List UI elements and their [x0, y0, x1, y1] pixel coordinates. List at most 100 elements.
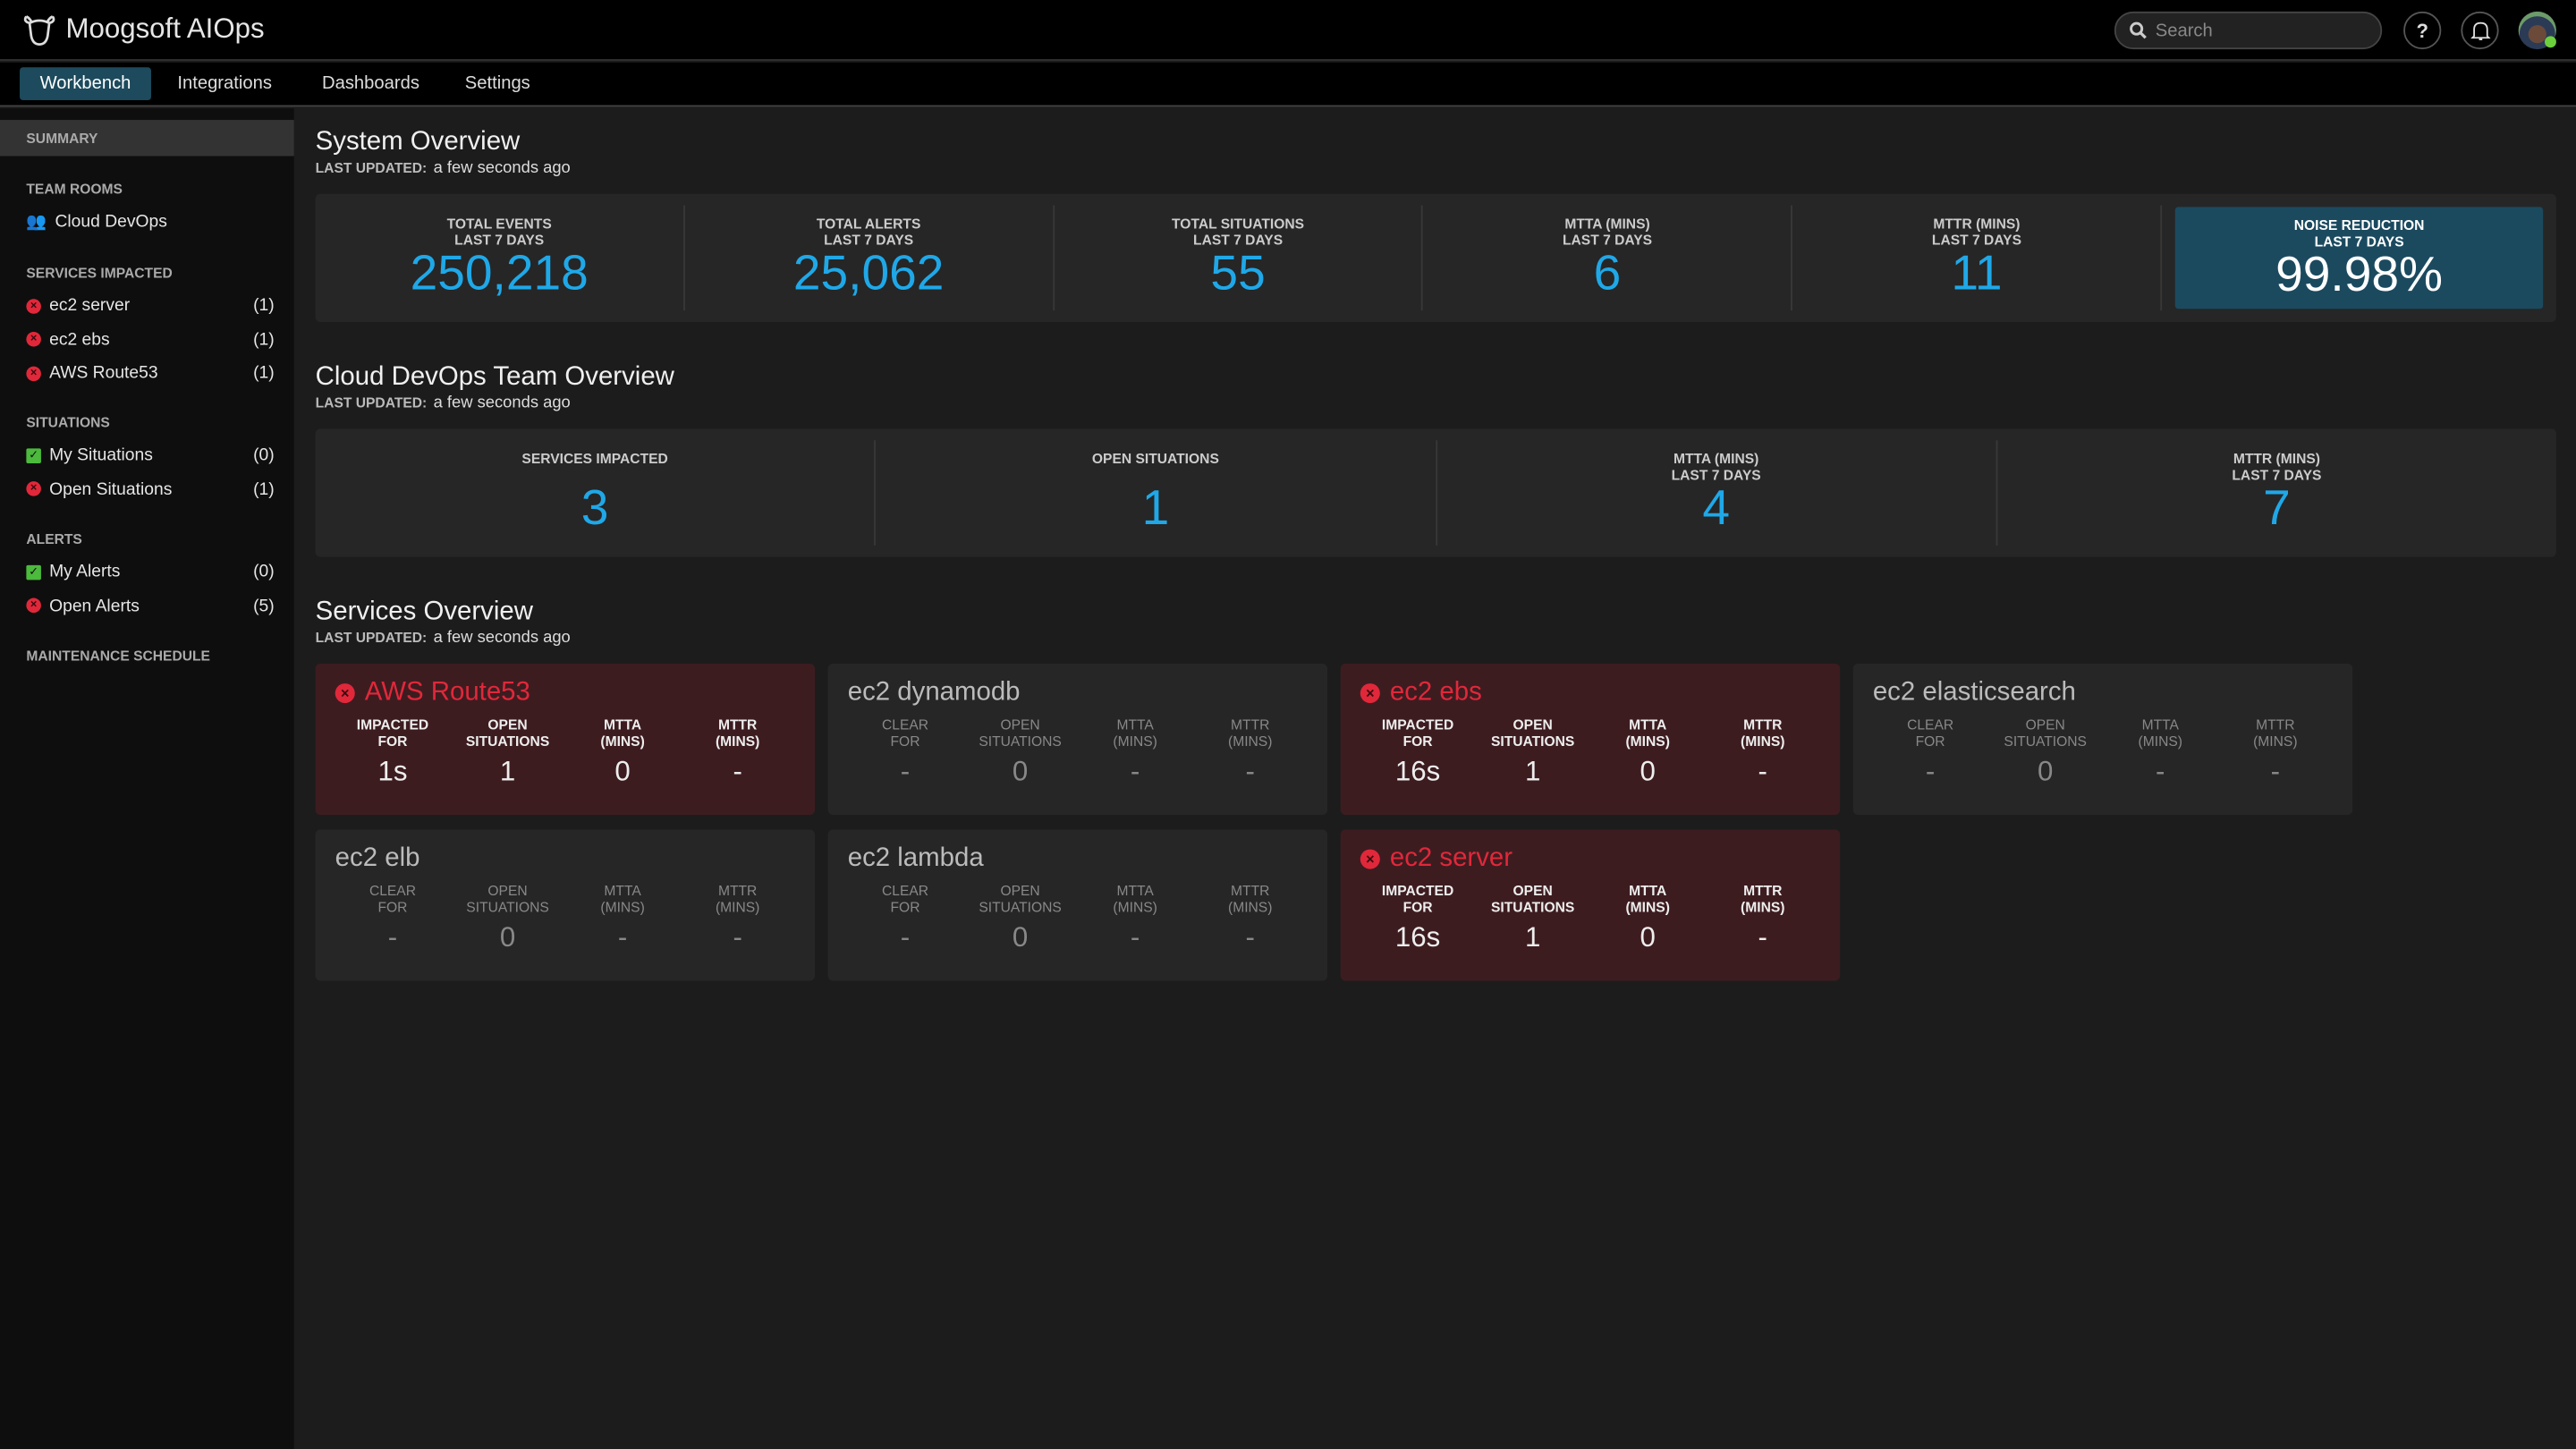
- sidebar-item[interactable]: × Open Alerts (5): [26, 596, 275, 615]
- metric-value: 1: [1524, 755, 1541, 787]
- tab-dashboards[interactable]: Dashboards: [321, 73, 419, 94]
- service-card[interactable]: ec2 dynamodb CLEAR FOR - OPEN SITUATIONS 0 MTTA…: [827, 664, 1328, 816]
- service-metric: MTTR (MINS) -: [2218, 717, 2334, 789]
- sidebar-item-label: My Situations: [49, 445, 153, 465]
- checkbox-icon: ✓: [26, 564, 41, 580]
- stat-label-line1: OPEN SITUATIONS: [1091, 450, 1219, 467]
- sidebar-item[interactable]: × ec2 server (1): [26, 295, 275, 316]
- updated-value: a few seconds ago: [433, 159, 571, 178]
- stat-label: MTTA (MINS) LAST 7 DAYS: [1436, 450, 1996, 483]
- metric-value: -: [617, 921, 628, 953]
- service-card[interactable]: ec2 elb CLEAR FOR - OPEN SITUATIONS 0 MTTA (MINS…: [315, 829, 816, 981]
- service-card[interactable]: × AWS Route53 IMPACTED FOR 1s OPEN SITUATIONS 1…: [315, 664, 816, 816]
- updated-value: a few seconds ago: [433, 394, 571, 413]
- search-box[interactable]: [2114, 11, 2383, 50]
- sidebar-item[interactable]: ✓ My Alerts (0): [26, 562, 275, 582]
- service-card[interactable]: ec2 elasticsearch CLEAR FOR - OPEN SITUATIONS…: [1852, 664, 2353, 816]
- stat-value: 1: [1141, 481, 1170, 536]
- tab-integrations[interactable]: Integrations: [177, 73, 272, 94]
- service-card[interactable]: × ec2 server IMPACTED FOR 16s OPEN SITUATIONS 1…: [1340, 829, 1841, 981]
- sidebar-item[interactable]: ✓ My Situations (0): [26, 445, 275, 465]
- stat-label-line2: LAST 7 DAYS: [454, 231, 545, 249]
- tab-workbench[interactable]: Workbench: [20, 67, 151, 101]
- metric-label-line2: FOR: [1402, 897, 1433, 915]
- stat-label: TOTAL ALERTS LAST 7 DAYS: [685, 216, 1053, 249]
- metric-label-line1: MTTR: [1743, 882, 1783, 899]
- metric-label: MTTR (MINS): [2218, 717, 2334, 751]
- metric-value: 1: [1524, 921, 1541, 953]
- stat-label-line1: TOTAL EVENTS: [446, 215, 552, 232]
- metric-label-line1: OPEN: [1513, 882, 1553, 899]
- metric-label-line2: (MINS): [2253, 732, 2298, 749]
- service-card[interactable]: ec2 lambda CLEAR FOR - OPEN SITUATIONS 0 MTTA (M…: [827, 829, 1328, 981]
- metric-label-line2: FOR: [890, 732, 920, 749]
- service-metric: IMPACTED FOR 16s: [1360, 717, 1476, 789]
- metric-label: OPEN SITUATIONS: [1987, 717, 2103, 751]
- metric-label: MTTA (MINS): [565, 882, 681, 917]
- search-input[interactable]: [2155, 20, 2353, 40]
- metric-value: -: [1130, 755, 1140, 787]
- sidebar-summary[interactable]: SUMMARY: [0, 120, 294, 157]
- sidebar-item[interactable]: × ec2 ebs (1): [26, 329, 275, 349]
- metric-value: -: [387, 921, 398, 953]
- service-metrics: CLEAR FOR - OPEN SITUATIONS 0 MTTA (MINS) - MTTR(…: [848, 716, 1308, 789]
- metric-label-line1: MTTR: [1743, 716, 1783, 733]
- metric-label-line1: IMPACTED: [356, 716, 429, 733]
- service-metric: OPEN SITUATIONS 0: [1987, 717, 2103, 789]
- sidebar-item-cloud-devops[interactable]: 👥 Cloud DevOps: [26, 212, 274, 232]
- notifications-button[interactable]: [2461, 11, 2499, 50]
- metric-label: MTTR (MINS): [680, 717, 795, 751]
- app-logo[interactable]: Moogsoft AIOps: [20, 12, 265, 47]
- help-button[interactable]: ?: [2403, 11, 2442, 50]
- metric-label-line2: (MINS): [715, 732, 760, 749]
- metric-label: MTTR (MINS): [680, 883, 795, 917]
- service-metric: MTTA (MINS) -: [2103, 717, 2218, 789]
- metric-label-line1: CLEAR: [881, 716, 929, 733]
- sidebar-item-label: My Alerts: [49, 562, 121, 582]
- sidebar-item-count: (0): [253, 562, 275, 582]
- metric-value: 0: [1012, 921, 1029, 953]
- metric-label: MTTA (MINS): [1590, 883, 1706, 917]
- service-metric: OPEN SITUATIONS 1: [450, 717, 565, 789]
- metric-label-line1: MTTA: [1116, 882, 1154, 899]
- stat-label-line1: MTTR (MINS): [2233, 450, 2320, 467]
- user-avatar[interactable]: [2518, 11, 2556, 50]
- metric-label-line1: MTTA: [604, 882, 641, 899]
- service-name-text: ec2 elb: [335, 844, 420, 873]
- metric-value: -: [1245, 755, 1255, 787]
- stat-label: MTTA (MINS) LAST 7 DAYS: [1423, 216, 1791, 249]
- maintenance-schedule-link[interactable]: MAINTENANCE SCHEDULE: [26, 647, 210, 665]
- metric-label: OPEN SITUATIONS: [450, 883, 565, 917]
- service-card[interactable]: × ec2 ebs IMPACTED FOR 16s OPEN SITUATIONS 1 MTT…: [1340, 664, 1841, 816]
- metric-value: -: [2270, 755, 2281, 787]
- services-overview-title: Services Overview: [315, 597, 533, 626]
- metric-label-line2: SITUATIONS: [2004, 732, 2087, 749]
- users-icon: 👥: [26, 212, 47, 232]
- updated-value: a few seconds ago: [433, 629, 571, 648]
- service-name: ec2 elasticsearch: [1873, 679, 2333, 708]
- service-metric: OPEN SITUATIONS 0: [450, 883, 565, 954]
- metric-value: 0: [1640, 921, 1656, 953]
- metric-value: 16s: [1394, 921, 1441, 953]
- sidebar-item[interactable]: × AWS Route53 (1): [26, 363, 275, 383]
- metric-label-line2: (MINS): [600, 732, 645, 749]
- stat-tile: MTTR (MINS) LAST 7 DAYS 11: [1792, 205, 2163, 311]
- service-metric: MTTR (MINS) -: [1705, 882, 1820, 954]
- stat-label-line2: LAST 7 DAYS: [1931, 231, 2022, 249]
- service-metric: MTTR (MINS) -: [680, 717, 795, 789]
- stat-value: 55: [1210, 246, 1266, 301]
- stat-label-line2: LAST 7 DAYS: [2232, 466, 2322, 483]
- service-metric: MTTR (MINS) -: [680, 883, 795, 954]
- metric-label-line2: (MINS): [1227, 732, 1273, 749]
- service-metric: MTTA (MINS) 0: [1590, 717, 1706, 789]
- sidebar-item[interactable]: × Open Situations (1): [26, 479, 275, 498]
- stat-tile: SERVICES IMPACTED 3: [316, 440, 877, 546]
- tab-settings[interactable]: Settings: [464, 73, 530, 94]
- sidebar-item-label: ec2 server: [49, 295, 131, 316]
- stat-label-line1: NOISE REDUCTION: [2293, 216, 2425, 233]
- service-metric: MTTR (MINS) -: [1192, 717, 1308, 789]
- stat-label-line1: TOTAL ALERTS: [816, 215, 921, 232]
- metric-label-line2: (MINS): [1113, 897, 1157, 915]
- stat-value: 4: [1702, 481, 1730, 536]
- service-name: × ec2 server: [1360, 844, 1820, 874]
